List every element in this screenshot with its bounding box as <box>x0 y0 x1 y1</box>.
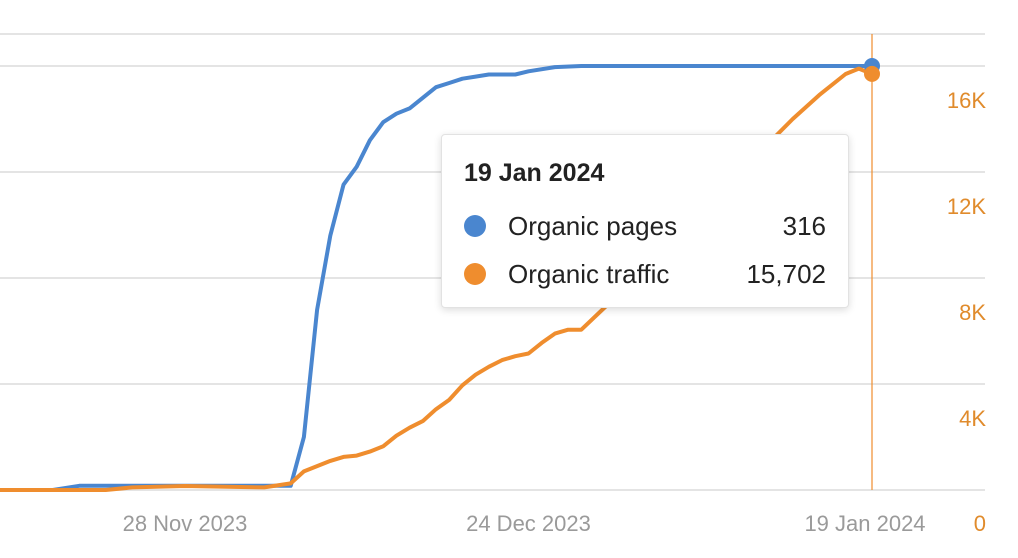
tooltip-row-organic-traffic: Organic traffic 15,702 <box>464 250 826 298</box>
series-line-organic-pages <box>0 64 874 492</box>
y-tick-label: 16K <box>947 88 986 113</box>
y-tick-label: 8K <box>959 300 986 325</box>
y-axis-right-ticks: 0 4K 8K 12K 16K <box>947 88 986 536</box>
tooltip-date: 19 Jan 2024 <box>464 159 605 187</box>
hover-point-organic-traffic <box>864 65 880 82</box>
chart-tooltip: 19 Jan 2024 Organic pages 316 Organic tr… <box>441 134 849 308</box>
tooltip-label: Organic pages <box>508 210 678 241</box>
hover-points <box>864 58 880 82</box>
y-tick-label: 4K <box>959 406 986 431</box>
tooltip-label: Organic traffic <box>508 258 670 289</box>
y-tick-label: 12K <box>947 194 986 219</box>
organic-pages-legend-dot <box>464 215 486 237</box>
x-tick-label: 19 Jan 2024 <box>804 511 925 536</box>
tooltip-row-organic-pages: Organic pages 316 <box>464 202 826 250</box>
x-axis-ticks: 28 Nov 2023 24 Dec 2023 19 Jan 2024 <box>123 511 926 536</box>
organic-traffic-legend-dot <box>464 263 486 285</box>
y-tick-label: 0 <box>974 511 986 536</box>
tooltip-value: 15,702 <box>746 258 826 289</box>
x-tick-label: 28 Nov 2023 <box>123 511 248 536</box>
tooltip-value: 316 <box>782 210 826 241</box>
x-tick-label: 24 Dec 2023 <box>466 511 591 536</box>
